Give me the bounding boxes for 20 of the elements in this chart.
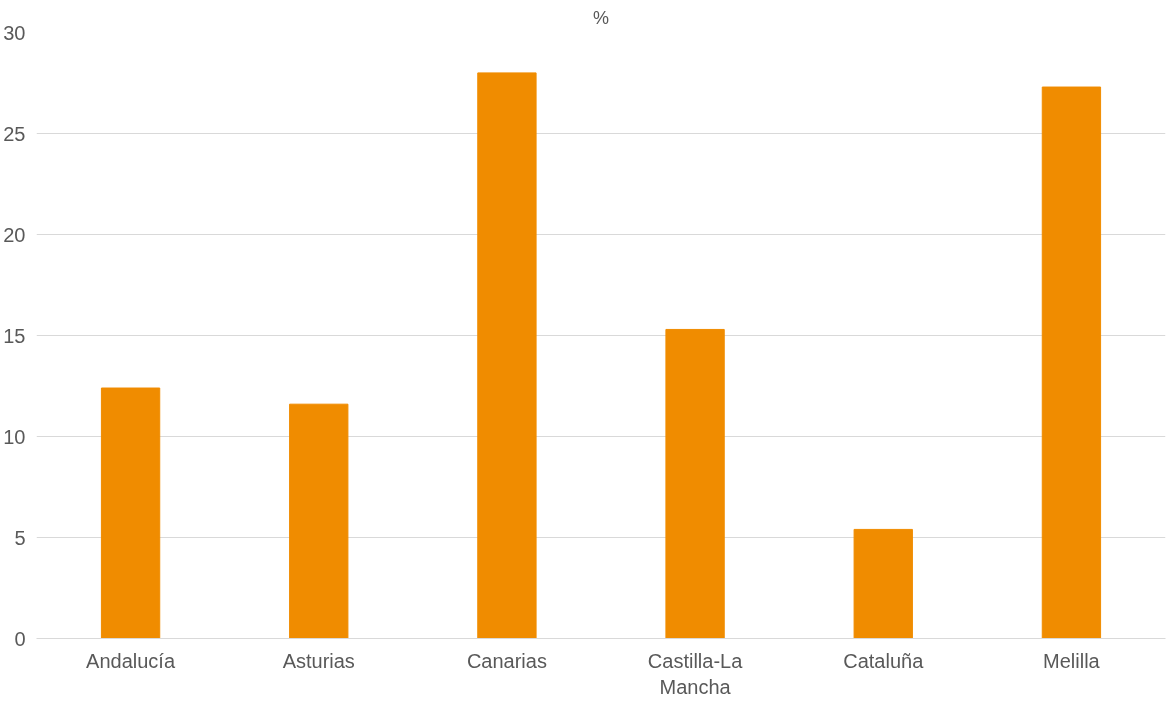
y-tick-label: 30	[3, 21, 26, 44]
bar	[665, 328, 725, 639]
x-tick-label: Melilla	[1043, 649, 1101, 672]
x-tick-label: Cataluña	[843, 649, 925, 672]
bar	[1041, 86, 1102, 639]
x-tick-label: Castilla-La Mancha	[647, 649, 744, 698]
y-tick-label: 10	[3, 425, 26, 448]
y-tick-label: 0	[14, 627, 26, 650]
bar	[100, 387, 161, 639]
x-tick-label: Asturias	[282, 649, 355, 672]
x-tick-label: Andalucía	[86, 649, 176, 672]
y-tick-label: 20	[3, 223, 26, 246]
y-tick-label: 5	[14, 526, 26, 549]
bar	[289, 403, 349, 639]
chart-title: %	[593, 7, 610, 28]
y-tick-label: 25	[3, 122, 26, 145]
y-tick-label: 15	[3, 324, 26, 347]
bar	[477, 72, 537, 639]
x-tick-label: Canarias	[466, 649, 547, 672]
bar	[853, 528, 913, 639]
